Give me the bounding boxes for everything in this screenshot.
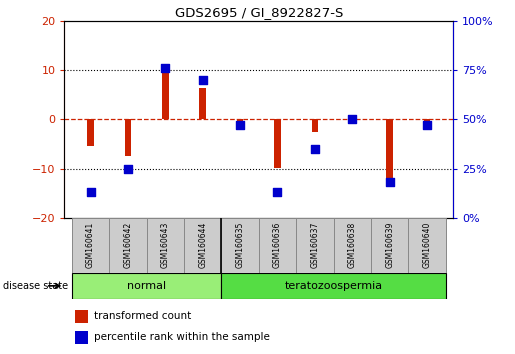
Text: disease state: disease state [3,281,67,291]
FancyBboxPatch shape [221,218,259,273]
FancyBboxPatch shape [334,218,371,273]
Bar [274,119,281,167]
Point [386,179,394,185]
Text: GSM160640: GSM160640 [422,222,432,268]
Bar [199,87,206,119]
Bar [349,119,356,122]
Point [273,189,282,195]
Text: GSM160643: GSM160643 [161,222,170,268]
Text: teratozoospermia: teratozoospermia [284,281,383,291]
FancyBboxPatch shape [147,218,184,273]
Point [348,116,356,122]
Bar [312,119,318,132]
Bar [75,310,89,323]
Point [199,77,207,83]
FancyBboxPatch shape [371,218,408,273]
Bar [125,119,131,156]
FancyBboxPatch shape [72,273,221,299]
Bar [386,119,393,181]
FancyBboxPatch shape [109,218,147,273]
Point [87,189,95,195]
FancyBboxPatch shape [72,218,109,273]
Text: percentile rank within the sample: percentile rank within the sample [94,332,270,342]
Point [311,146,319,152]
FancyBboxPatch shape [296,218,334,273]
Bar [424,119,431,129]
Text: transformed count: transformed count [94,312,192,321]
FancyBboxPatch shape [221,273,445,299]
FancyBboxPatch shape [184,218,221,273]
Text: GSM160641: GSM160641 [86,222,95,268]
FancyBboxPatch shape [408,218,445,273]
Bar [162,69,169,119]
Text: GSM160644: GSM160644 [198,222,207,268]
FancyBboxPatch shape [259,218,296,273]
Bar [75,331,89,343]
Point [236,122,244,128]
Text: GSM160639: GSM160639 [385,222,394,268]
Text: normal: normal [127,281,166,291]
Text: GSM160635: GSM160635 [235,222,245,268]
Bar [237,119,244,129]
Point [423,122,431,128]
Bar [87,119,94,147]
Title: GDS2695 / GI_8922827-S: GDS2695 / GI_8922827-S [175,6,343,19]
Text: GSM160637: GSM160637 [311,222,319,268]
Point [161,65,169,71]
Text: GSM160642: GSM160642 [124,222,132,268]
Text: GSM160638: GSM160638 [348,222,357,268]
Point [124,166,132,171]
Text: GSM160636: GSM160636 [273,222,282,268]
